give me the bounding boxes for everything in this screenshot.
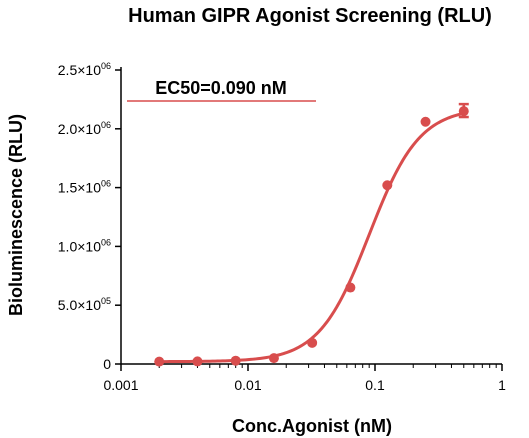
y-tick-label: 0 (103, 356, 111, 372)
y-tick-label: 1.0×1006 (58, 237, 111, 254)
plot-area: 0 5.0×1005 1.0×1006 1.5×1006 2.0×1006 2.5×100… (58, 61, 506, 393)
chart-title: Human GIPR Agonist Screening (RLU) (128, 5, 492, 27)
y-tick-label: 1.5×1006 (58, 179, 111, 196)
fit-curve (159, 111, 465, 364)
data-point (192, 356, 203, 367)
data-point (345, 282, 356, 293)
y-tick-label: 5.0×1005 (58, 296, 111, 313)
data-point (154, 356, 165, 367)
x-tick-label: 0.001 (103, 377, 138, 393)
data-point (382, 180, 393, 191)
data-point (268, 353, 279, 364)
ec50-annotation: EC50=0.090 nM (155, 78, 287, 98)
x-tick-label: 0.01 (234, 377, 261, 393)
y-axis-label: Bioluminescence (RLU) (6, 114, 26, 316)
y-tick-label: 2.0×1006 (58, 120, 111, 137)
data-point (230, 355, 241, 366)
x-tick-label: 0.1 (365, 377, 385, 393)
data-point (458, 106, 469, 117)
x-tick-label: 1 (498, 377, 506, 393)
x-axis-label: Conc.Agonist (nM) (232, 416, 392, 436)
data-point (420, 116, 431, 127)
y-tick-label: 2.5×1006 (58, 61, 111, 78)
data-point (307, 337, 318, 348)
